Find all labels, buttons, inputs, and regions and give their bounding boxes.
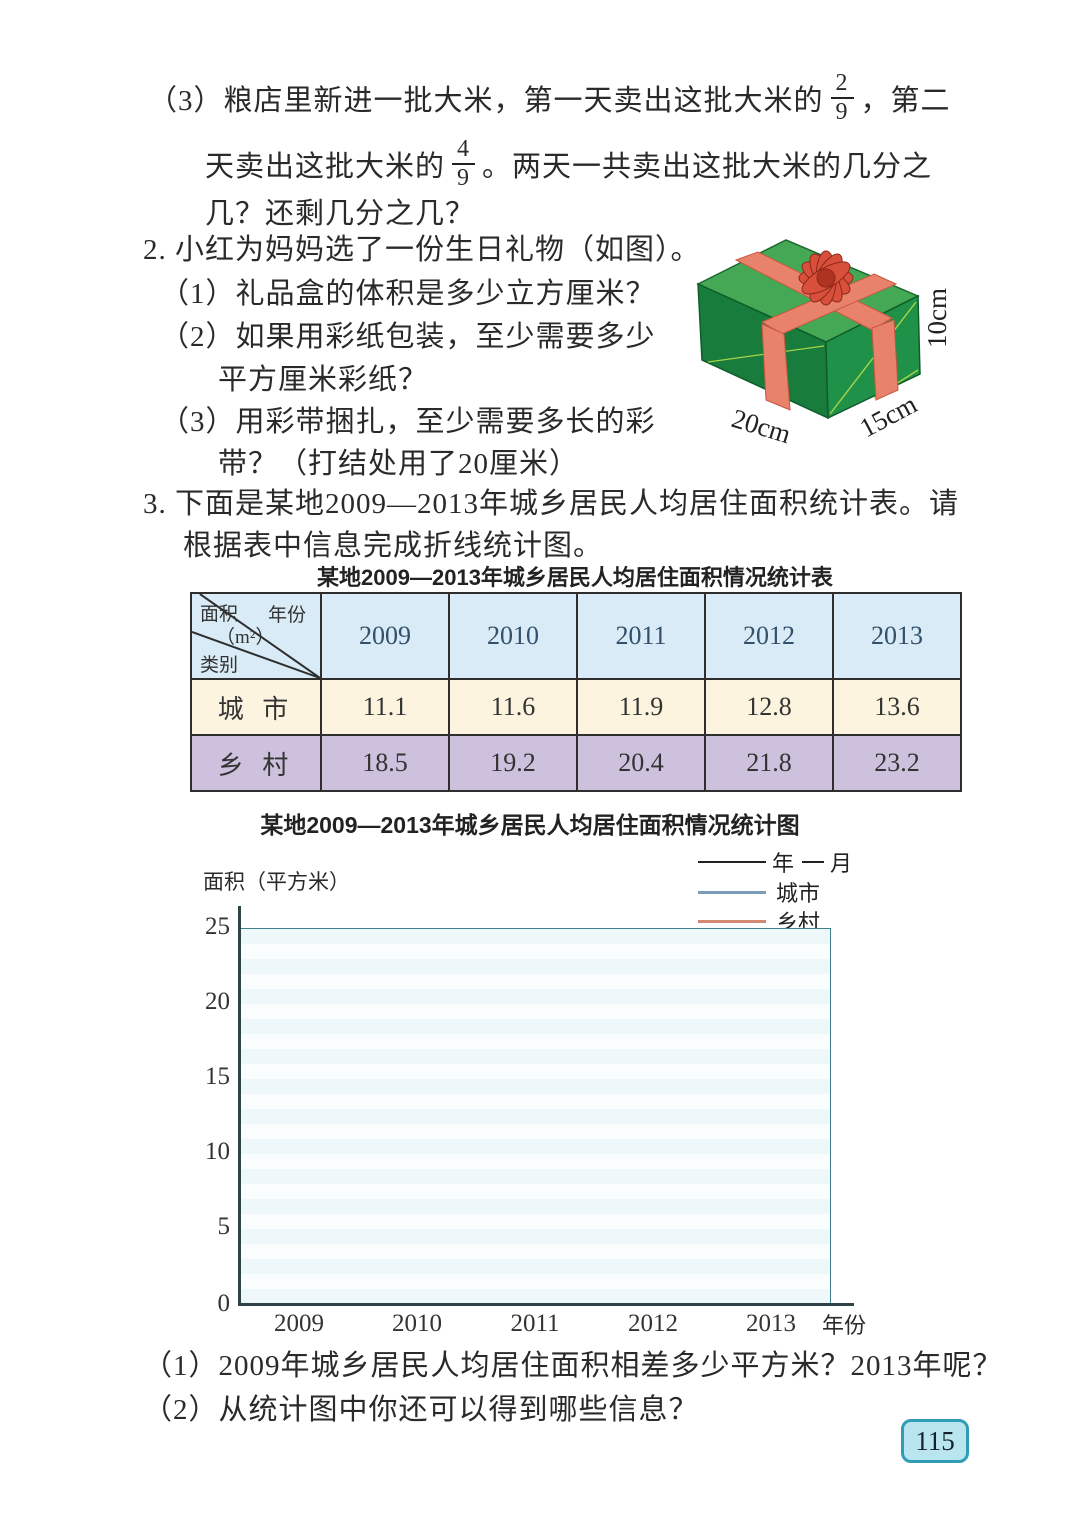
x-tick: 2013 — [746, 1310, 796, 1337]
year-blank-line — [698, 861, 766, 863]
table-title: 某地2009—2013年城乡居民人均居住面积情况统计表 — [317, 565, 833, 590]
corner-year-label: 年份 — [268, 605, 307, 626]
corner-area-label: 面积 — [200, 604, 239, 625]
bow — [798, 250, 854, 306]
problem2-q1: （1）礼品盒的体积是多少立方厘米？ — [160, 278, 656, 310]
y-tick: 5 — [217, 1213, 231, 1240]
problem3-line3: 几？还剩几分之几？ — [205, 198, 476, 230]
corner-unit-label: （m²） — [216, 627, 275, 648]
y-tick: 15 — [205, 1063, 230, 1090]
city-value: 11.1 — [320, 678, 450, 736]
year-header: 2011 — [576, 592, 706, 680]
bottom-question-1: （1）2009年城乡居民人均居住面积相差多少平方米？2013年呢？ — [143, 1350, 1003, 1382]
x-tick: 2011 — [510, 1310, 560, 1337]
row-label-city: 城 市 — [190, 678, 322, 736]
problem2-intro: 2. 小红为妈妈选了一份生日礼物（如图）。 — [143, 234, 701, 266]
problem3-intro-line2: 根据表中信息完成折线统计图。 — [183, 530, 604, 562]
problem2-q2-line2: 平方厘米彩纸？ — [218, 364, 429, 396]
rural-value: 18.5 — [320, 734, 450, 792]
month-blank-line — [802, 861, 825, 863]
rural-value: 21.8 — [704, 734, 834, 792]
year-header: 2010 — [448, 592, 578, 680]
problem3-line2: 天卖出这批大米的 4 9 。两天一共卖出这批大米的几分之 — [205, 128, 932, 200]
problem3-intro-line1: 3. 下面是某地2009—2013年城乡居民人均居住面积统计表。请 — [143, 488, 960, 520]
year-header: 2013 — [832, 592, 962, 680]
problem3-line2-pre: 天卖出这批大米的 — [205, 151, 446, 183]
y-tick: 20 — [205, 988, 230, 1015]
y-tick: 0 — [217, 1290, 231, 1317]
x-tick: 2010 — [392, 1310, 442, 1337]
rural-value: 23.2 — [832, 734, 962, 792]
x-tick: 2012 — [628, 1310, 678, 1337]
box-height-label: 10cm — [922, 288, 952, 348]
chart-date-blank: 年 月 — [698, 846, 852, 878]
ribbon-front-band — [761, 323, 791, 411]
problem2-q3-line1: （3）用彩带捆扎，至少需要多长的彩 — [160, 406, 656, 438]
table-header-row: 面积 （m²） 年份 类别 2009 2010 2011 2012 2013 — [190, 592, 962, 680]
box-length-label: 20cm — [728, 403, 794, 444]
legend-city-label: 城市 — [776, 881, 821, 906]
bottom-question-2: （2）从统计图中你还可以得到哪些信息？ — [143, 1394, 699, 1426]
city-line-swatch — [698, 890, 766, 894]
chart-grid — [240, 928, 831, 1304]
problem3-line1-pre: （3）粮店里新进一批大米，第一天卖出这批大米的 — [148, 85, 824, 117]
page-number: 115 — [915, 1425, 955, 1456]
problem2-q2-line1: （2）如果用彩纸包装，至少需要多少 — [160, 321, 656, 353]
rural-value: 20.4 — [576, 734, 706, 792]
year-header: 2012 — [704, 592, 834, 680]
city-value: 12.8 — [704, 678, 834, 736]
page-number-badge: 115 — [901, 1419, 969, 1463]
table-row-rural: 乡 村 18.5 19.2 20.4 21.8 23.2 — [190, 734, 962, 792]
x-tick: 2009 — [274, 1310, 324, 1337]
fold-line — [829, 301, 917, 415]
year-header: 2009 — [320, 592, 450, 680]
problem3-line2-post: 。两天一共卖出这批大米的几分之 — [482, 151, 933, 183]
fraction-4-9: 4 9 — [452, 136, 476, 192]
statistics-table: 面积 （m²） 年份 类别 2009 2010 2011 2012 2013 城… — [190, 592, 962, 792]
chart-title: 某地2009—2013年城乡居民人均居住面积情况统计图 — [260, 812, 800, 838]
rural-value: 19.2 — [448, 734, 578, 792]
x-axis-line — [238, 1303, 854, 1306]
city-value: 11.9 — [576, 678, 706, 736]
rural-line-swatch — [698, 919, 766, 923]
chart-xlabel: 年份 — [822, 1313, 867, 1338]
y-tick: 25 — [205, 913, 230, 940]
city-value: 13.6 — [832, 678, 962, 736]
problem3-line1-post: ，第二 — [860, 85, 951, 117]
y-tick: 10 — [205, 1138, 230, 1165]
legend-city: 城市 — [698, 876, 820, 908]
table-corner-cell: 面积 （m²） 年份 类别 — [190, 592, 322, 680]
table-row-city: 城 市 11.1 11.6 11.9 12.8 13.6 — [190, 678, 962, 736]
year-blank-label: 年 — [772, 851, 795, 876]
problem2-q3-line2: 带？（打结处用了20厘米） — [218, 448, 580, 480]
ribbon-side-band — [871, 319, 899, 401]
row-label-rural: 乡 村 — [190, 734, 322, 792]
gift-box-illustration: 20cm 15cm 10cm — [696, 239, 952, 444]
city-value: 11.6 — [448, 678, 578, 736]
chart-ylabel: 面积（平方米） — [203, 870, 350, 894]
corner-diagonal-lines — [192, 594, 320, 678]
corner-category-label: 类别 — [200, 655, 239, 676]
fraction-2-9: 2 9 — [830, 70, 854, 126]
problem3-line1: （3）粮店里新进一批大米，第一天卖出这批大米的 2 9 ，第二 — [148, 62, 951, 134]
y-axis-line — [238, 906, 241, 1305]
month-blank-label: 月 — [830, 851, 853, 876]
